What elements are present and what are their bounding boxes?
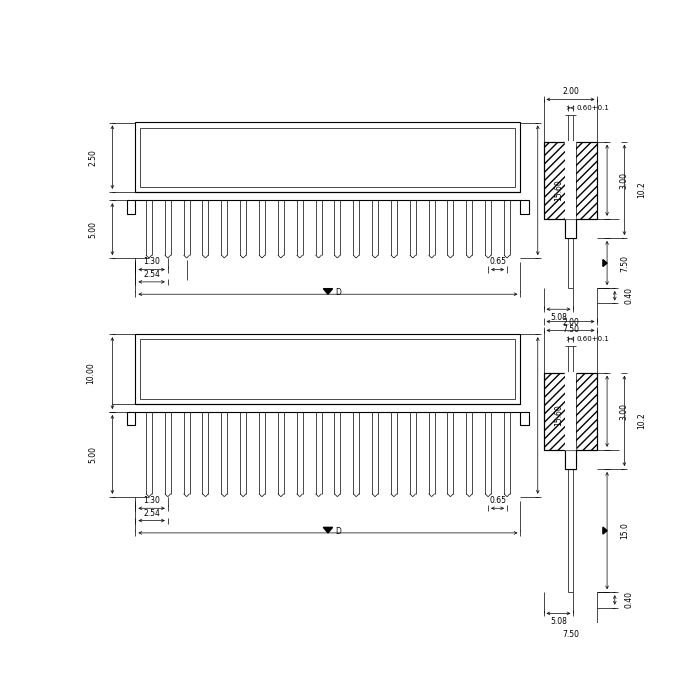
Text: 5.00: 5.00 xyxy=(89,446,97,463)
Bar xyxy=(141,340,515,398)
Text: 2.50: 2.50 xyxy=(89,148,97,166)
Bar xyxy=(127,412,135,426)
Text: 0.40: 0.40 xyxy=(625,287,634,304)
Text: 0.60+0.1: 0.60+0.1 xyxy=(577,336,609,342)
Text: 1.30: 1.30 xyxy=(144,496,160,505)
Text: 0.60+0.1: 0.60+0.1 xyxy=(577,105,609,111)
Polygon shape xyxy=(323,527,332,533)
Bar xyxy=(543,372,597,450)
Text: 3.00: 3.00 xyxy=(620,172,629,189)
Bar xyxy=(565,450,576,469)
Bar xyxy=(565,218,576,238)
Bar xyxy=(566,141,575,218)
Polygon shape xyxy=(323,288,332,294)
Polygon shape xyxy=(566,141,575,218)
Text: 2.54: 2.54 xyxy=(144,270,160,279)
Polygon shape xyxy=(603,527,607,534)
Text: 5.00: 5.00 xyxy=(89,220,97,237)
Bar xyxy=(543,141,597,218)
Text: 5.08: 5.08 xyxy=(550,617,567,626)
Text: 1.30: 1.30 xyxy=(144,258,160,267)
Text: 10.2: 10.2 xyxy=(637,412,646,429)
Bar xyxy=(127,200,135,214)
Text: 7.50: 7.50 xyxy=(620,255,629,272)
Text: 10.00: 10.00 xyxy=(87,363,96,384)
Bar xyxy=(135,122,521,192)
Text: 15.60: 15.60 xyxy=(554,405,564,426)
Text: 7.50: 7.50 xyxy=(562,629,579,638)
Text: 3.00: 3.00 xyxy=(620,402,629,420)
Text: 0.40: 0.40 xyxy=(625,592,634,608)
Text: 7.50: 7.50 xyxy=(562,326,579,335)
Text: D: D xyxy=(335,527,341,536)
Text: 5.08: 5.08 xyxy=(550,313,567,322)
Polygon shape xyxy=(566,372,575,450)
Bar xyxy=(543,372,597,450)
Bar xyxy=(543,141,597,218)
Bar xyxy=(521,412,529,426)
Text: 10.2: 10.2 xyxy=(637,181,646,198)
Text: 0.65: 0.65 xyxy=(489,258,506,267)
Bar xyxy=(566,372,575,450)
Text: 2.00: 2.00 xyxy=(562,318,579,326)
Bar xyxy=(521,200,529,214)
Text: 0.65: 0.65 xyxy=(489,496,506,505)
Polygon shape xyxy=(603,260,607,267)
Text: 2.54: 2.54 xyxy=(144,508,160,517)
Text: D: D xyxy=(335,288,341,298)
Text: 15.60: 15.60 xyxy=(554,179,564,201)
Text: 15.0: 15.0 xyxy=(620,522,629,539)
Text: 2.00: 2.00 xyxy=(562,87,579,96)
Bar xyxy=(141,127,515,187)
Bar xyxy=(135,335,521,403)
